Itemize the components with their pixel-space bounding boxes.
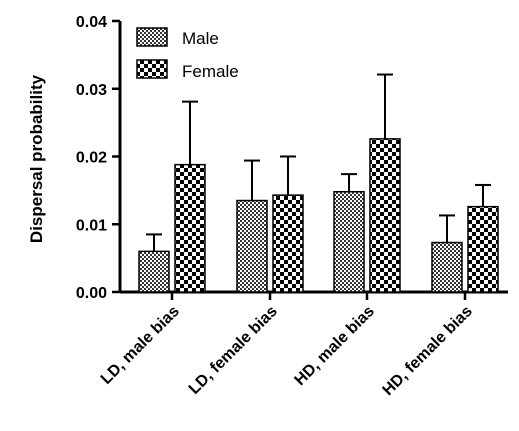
x-tick-label: LD, female bias (186, 303, 281, 398)
legend-swatch-female (136, 59, 168, 79)
y-tick-label: 0.04 (76, 14, 107, 31)
x-tick-label: LD, male bias (98, 303, 183, 388)
y-axis-label: Dispersal probability (27, 74, 46, 243)
bar-male (333, 190, 365, 293)
bar-female (272, 194, 304, 293)
legend-label-female: Female (182, 62, 239, 81)
bar-female (174, 163, 206, 293)
bar-female (369, 138, 401, 293)
legend-label-male: Male (182, 29, 219, 48)
y-tick-label: 0.00 (76, 285, 107, 302)
bar-female (467, 205, 499, 293)
bar-male (431, 241, 463, 293)
y-tick-label: 0.03 (76, 82, 107, 99)
legend: Male Female (136, 27, 239, 81)
bar-male (236, 199, 268, 293)
legend-swatch-male (136, 27, 168, 47)
bars (138, 73, 499, 293)
y-tick-label: 0.01 (76, 217, 107, 234)
x-tick-label: HD, female bias (380, 303, 476, 399)
bar-male (138, 250, 170, 293)
y-tick-label: 0.02 (76, 150, 107, 167)
x-tick-label: HD, male bias (292, 303, 378, 389)
